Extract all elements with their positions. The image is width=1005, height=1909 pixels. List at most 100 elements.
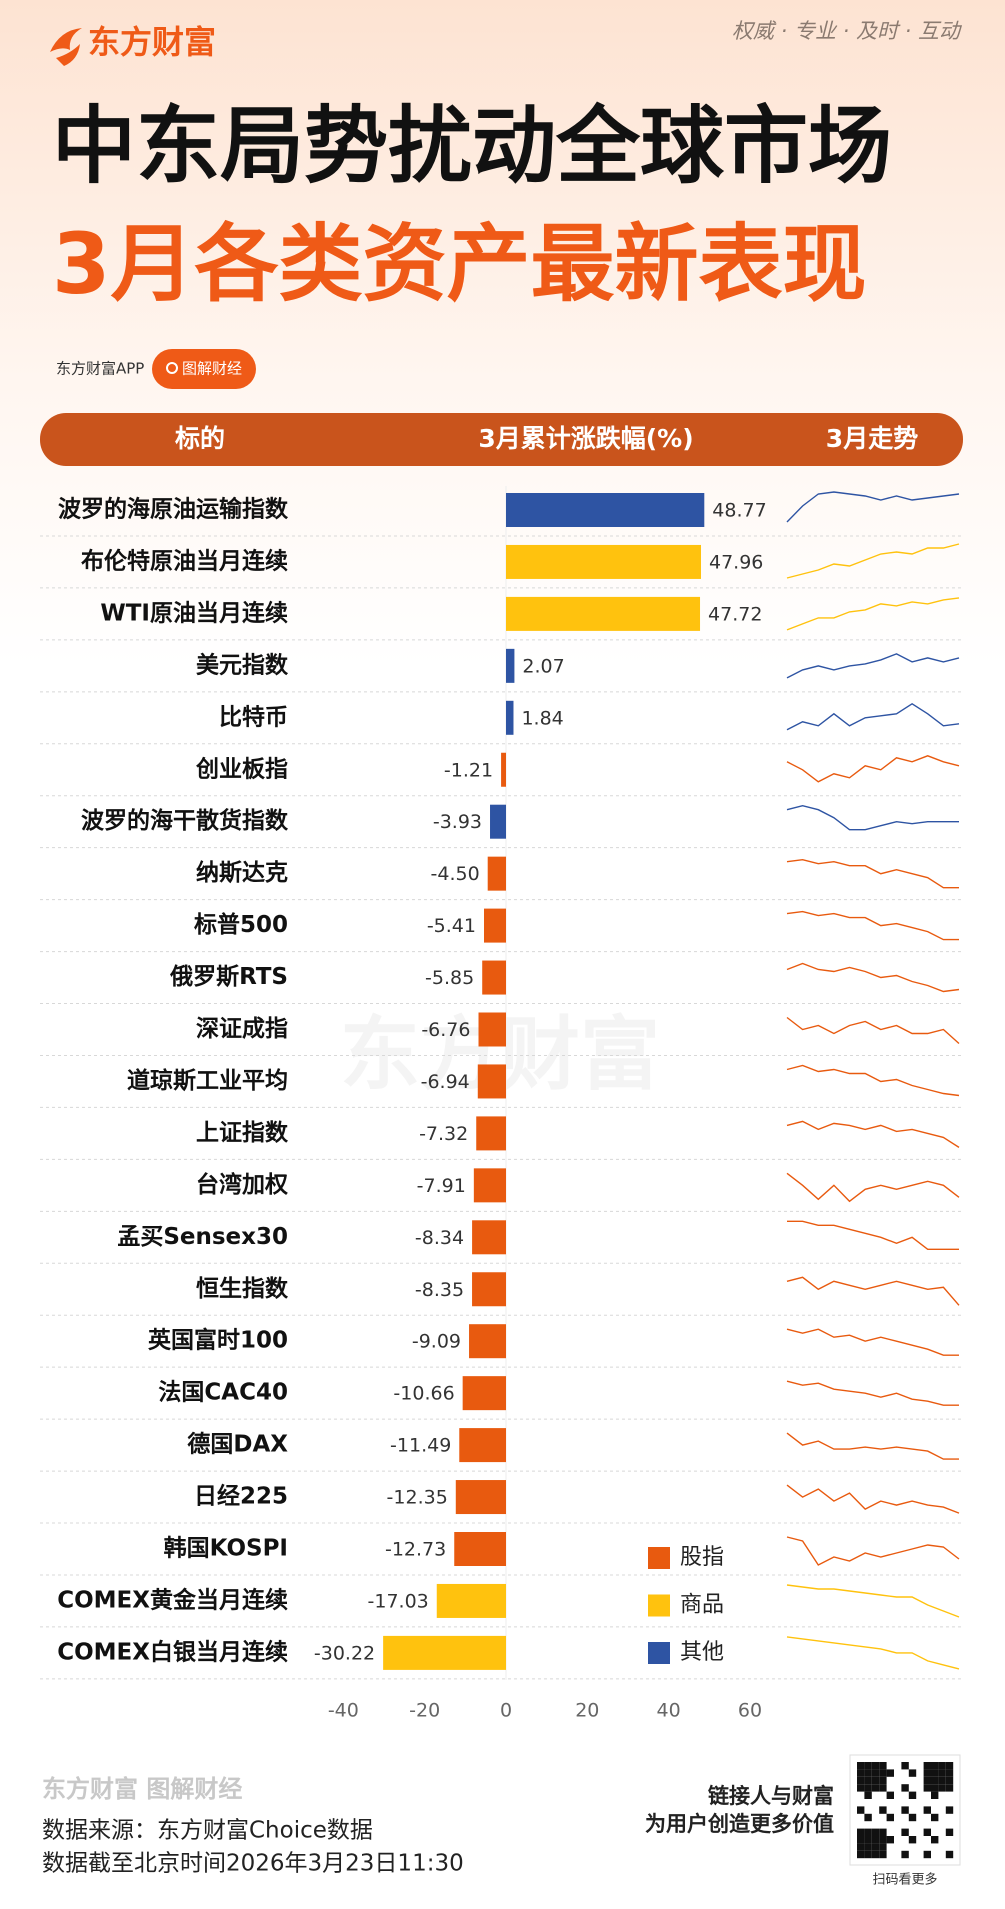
value-label: 48.77 <box>712 500 766 522</box>
bar <box>478 1012 506 1047</box>
value-label: 47.96 <box>709 551 763 573</box>
bar <box>477 1064 506 1099</box>
qr-cell <box>879 1806 887 1814</box>
trend-line <box>786 858 959 889</box>
qr-cell <box>908 1791 917 1799</box>
qr-cell <box>923 1784 931 1792</box>
qr-cell <box>879 1843 887 1851</box>
qr-cell <box>864 1828 872 1836</box>
value-label: 2.07 <box>522 655 564 677</box>
qr-cell <box>945 1769 954 1777</box>
qr-cell <box>886 1813 894 1822</box>
qr-cell <box>901 1762 909 1770</box>
brand: 东方财富 <box>88 23 216 61</box>
qr-cell <box>945 1828 954 1836</box>
value-label: -3.93 <box>433 811 482 833</box>
qr-cell <box>871 1843 880 1851</box>
qr-cell <box>931 1762 939 1770</box>
qr-cell <box>871 1769 880 1777</box>
trend-line <box>786 910 959 941</box>
qr-cell <box>945 1784 954 1792</box>
qr-cell <box>857 1843 865 1851</box>
qr-cell <box>945 1850 954 1859</box>
category-label: 韩国KOSPI <box>164 1535 288 1562</box>
trend-line <box>786 1636 960 1670</box>
qr-cell <box>938 1776 946 1785</box>
bar <box>472 1272 506 1307</box>
qr-cell <box>879 1836 887 1844</box>
category-label: 标普500 <box>194 911 288 938</box>
category-label: 布伦特原油当月连续 <box>81 547 288 574</box>
qr-cell <box>857 1776 865 1785</box>
value-label: -1.21 <box>444 759 493 781</box>
value-label: -10.66 <box>393 1383 454 1405</box>
category-label: 波罗的海原油运输指数 <box>58 496 289 523</box>
trend-line <box>787 1220 959 1251</box>
qr-cell <box>871 1784 880 1792</box>
category-label: 俄罗斯RTS <box>169 963 288 990</box>
category-label: 深证成指 <box>196 1016 288 1042</box>
category-label: 比特币 <box>219 704 288 730</box>
qr-cell <box>857 1836 865 1844</box>
qr-cell <box>864 1791 872 1799</box>
trend-line <box>786 962 960 993</box>
value-label: -8.34 <box>415 1227 464 1249</box>
bar <box>506 700 514 735</box>
qr-cell <box>886 1791 894 1799</box>
category-label: 日经225 <box>194 1483 288 1510</box>
bar <box>506 596 701 631</box>
bar <box>436 1583 506 1618</box>
bar <box>487 856 506 891</box>
qr-cell <box>923 1762 931 1770</box>
legend-swatch <box>648 1642 670 1664</box>
trend-line <box>786 597 960 631</box>
trend-line <box>786 1484 960 1514</box>
header-bar <box>40 413 963 466</box>
source: 数据来源：东方财富Choice数据 <box>42 1818 373 1844</box>
trend-line <box>786 491 960 523</box>
slogan-line: 为用户创造更多价值 <box>645 1812 834 1836</box>
bar <box>482 960 506 995</box>
column-header: 3月走势 <box>826 424 918 453</box>
category-label: 道琼斯工业平均 <box>127 1067 288 1094</box>
bar <box>506 493 705 527</box>
category-label: 德国DAX <box>187 1431 288 1458</box>
qr-cell <box>864 1762 872 1770</box>
qr-cell <box>923 1769 931 1777</box>
value-label: -9.09 <box>412 1331 461 1353</box>
qr-cell <box>886 1769 894 1777</box>
qr-cell <box>857 1850 865 1859</box>
value-label: -5.41 <box>427 915 476 937</box>
qr-cell <box>864 1784 872 1792</box>
value-label: -11.49 <box>390 1435 451 1457</box>
search-icon <box>166 362 178 374</box>
qr-caption: 扫码看更多 <box>872 1872 937 1888</box>
qr-cell <box>923 1828 931 1836</box>
bar <box>506 648 515 683</box>
trend-line <box>786 1584 960 1618</box>
value-label: -5.85 <box>425 967 474 989</box>
tag-pill <box>152 349 256 389</box>
value-label: -7.32 <box>419 1123 468 1145</box>
bar <box>459 1428 506 1463</box>
legend-label: 股指 <box>680 1545 724 1570</box>
trend-line <box>786 1064 960 1097</box>
value-label: -17.03 <box>368 1590 429 1612</box>
qr-cell <box>938 1784 946 1792</box>
qr-cell <box>871 1828 880 1836</box>
qr-cell <box>931 1784 939 1792</box>
date: 数据截至北京时间2026年3月23日11:30 <box>42 1851 464 1877</box>
qr-cell <box>908 1836 917 1844</box>
qr-cell <box>857 1784 865 1792</box>
qr-cell <box>931 1776 939 1785</box>
legend-swatch <box>648 1547 670 1569</box>
bar <box>472 1220 506 1255</box>
value-label: -12.35 <box>387 1487 448 1509</box>
qr-cell <box>857 1806 865 1814</box>
x-tick-label: 20 <box>575 1700 599 1722</box>
x-tick-label: 60 <box>738 1700 762 1722</box>
qr-cell <box>871 1836 880 1844</box>
qr-cell <box>857 1769 865 1777</box>
qr-cell <box>879 1776 887 1785</box>
